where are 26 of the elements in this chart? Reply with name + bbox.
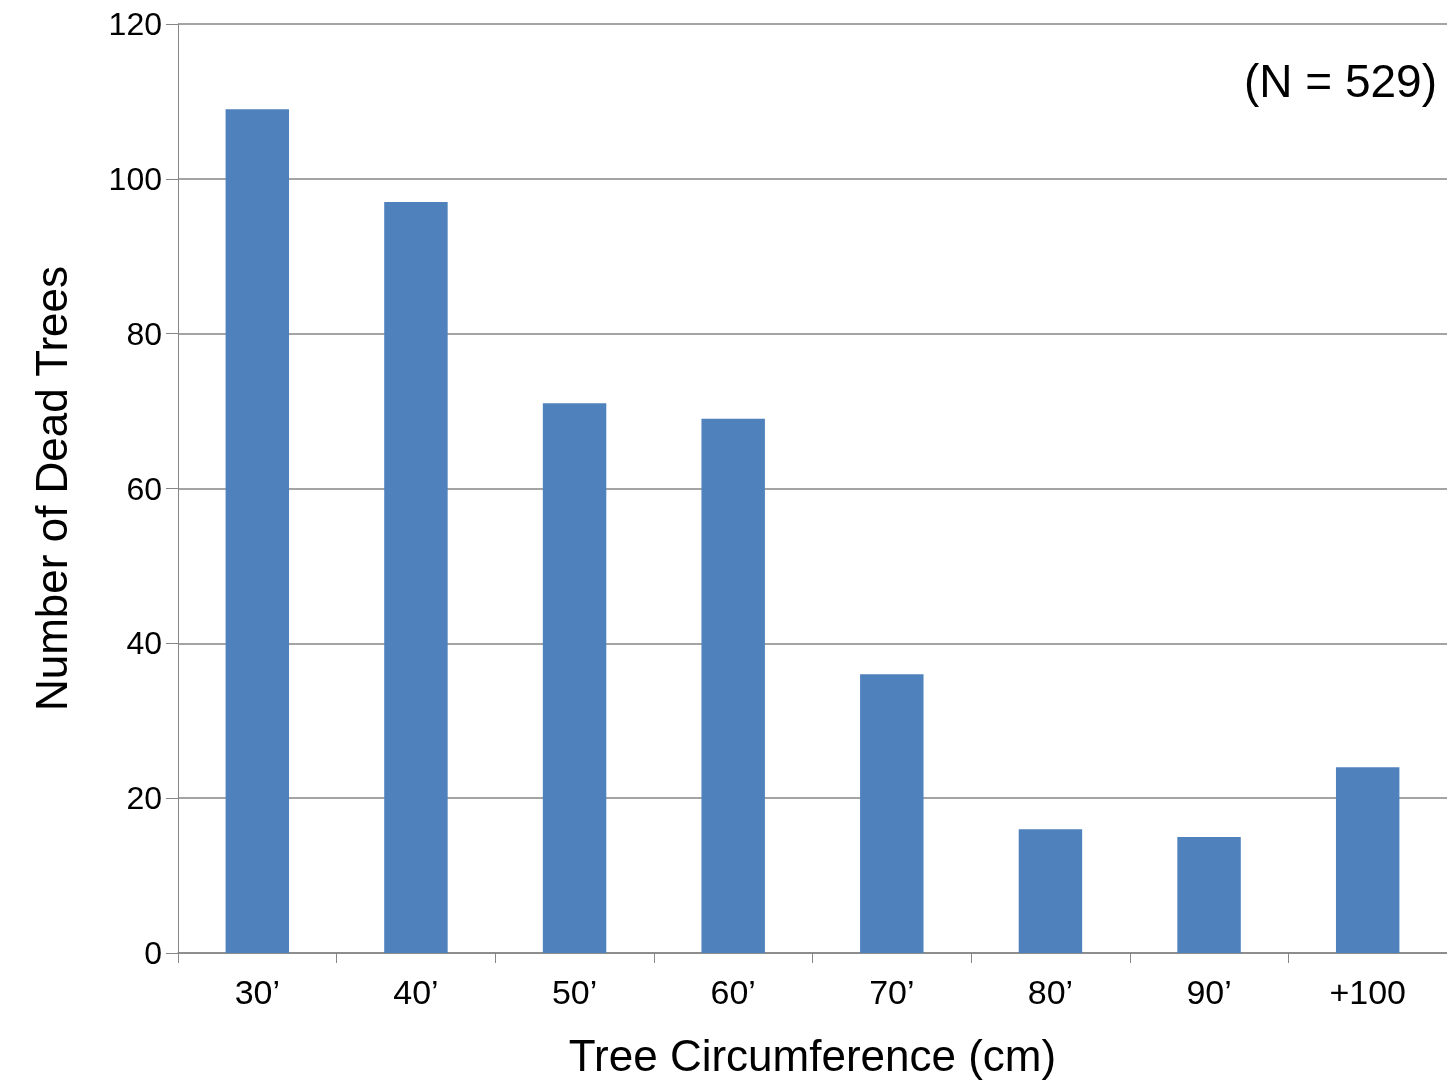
bar [1335,767,1400,953]
y-tick-label: 60 [126,470,162,507]
y-tick-label: 100 [108,160,162,197]
x-tick-label: +100 [1329,973,1406,1011]
y-tick-label: 0 [144,935,162,971]
bar [1018,829,1083,953]
bar [1177,836,1241,953]
annotation: (N = 529) [1243,55,1437,107]
x-tick-label: 60’ [710,973,756,1011]
bar [701,418,765,953]
y-axis-title: Number of Dead Trees [26,265,76,712]
x-tick-label: 40’ [393,973,439,1011]
x-tick-label: 30’ [234,973,280,1011]
y-tick-label: 120 [108,6,162,42]
y-tick-label: 80 [126,315,162,352]
x-axis-title: Tree Circumference (cm) [568,1030,1057,1080]
x-tick-label: 50’ [551,973,598,1011]
bar [860,674,924,953]
x-tick-label: 90’ [1186,973,1232,1011]
x-tick-label: 70’ [869,973,915,1011]
bar [225,109,290,953]
y-tick-label: 20 [126,780,162,817]
bar [542,403,607,953]
bar [384,202,448,953]
x-tick-label: 80’ [1027,973,1074,1011]
y-tick-label: 40 [126,625,162,662]
